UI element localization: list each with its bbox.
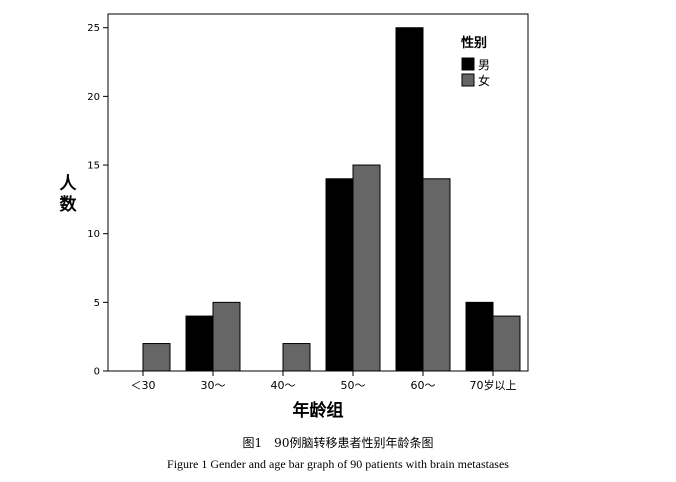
y-axis-label-char: 人 xyxy=(60,174,78,194)
y-tick-label: 10 xyxy=(87,229,100,240)
figure-caption-english: Figure 1 Gender and age bar graph of 90 … xyxy=(167,457,509,471)
x-tick-label: 70岁以上 xyxy=(470,378,517,392)
bar-female xyxy=(142,343,171,372)
bar-male xyxy=(325,178,354,372)
bar-female xyxy=(212,301,241,372)
y-axis: 0 5 10 15 20 25 xyxy=(87,23,108,378)
bar-female xyxy=(492,315,521,372)
legend-swatch xyxy=(461,73,475,87)
y-tick-label: 0 xyxy=(94,367,100,378)
bar-male xyxy=(395,27,424,372)
bar-male xyxy=(185,315,214,372)
bars xyxy=(142,27,521,372)
y-tick-label: 5 xyxy=(94,298,100,309)
legend: 性别 男女 xyxy=(461,35,490,88)
x-tick-label: 50～ xyxy=(341,379,366,392)
x-axis: ＜30 30～ 40～ 50～ 60～ 70岁以上 xyxy=(131,371,517,392)
figure-caption-chinese: 图1 90例脑转移患者性别年龄条图 xyxy=(242,436,434,450)
legend-swatch xyxy=(461,57,475,71)
x-tick-label: 30～ xyxy=(201,379,226,392)
x-tick-label: ＜30 xyxy=(131,379,156,392)
y-axis-label: 人数 xyxy=(60,174,78,215)
legend-label: 女 xyxy=(478,73,490,88)
plot-frame xyxy=(107,13,529,372)
x-axis-label: 年龄组 xyxy=(293,400,344,421)
y-tick-label: 15 xyxy=(87,161,100,172)
legend-title: 性别 xyxy=(461,35,487,51)
y-tick-label: 25 xyxy=(87,23,100,34)
legend-label: 男 xyxy=(478,58,490,72)
bar-female xyxy=(282,343,311,372)
y-axis-label-char: 数 xyxy=(60,194,78,215)
bar-female xyxy=(422,178,451,372)
y-tick-label: 20 xyxy=(87,92,100,103)
bar-female xyxy=(352,164,381,372)
x-tick-label: 60～ xyxy=(411,379,436,392)
legend-items: 男女 xyxy=(461,57,490,88)
bar-chart: 0 5 10 15 20 25 ＜30 30～ 40～ 50～ 60～ 70岁以上 人数 年龄组 性… xyxy=(60,13,529,421)
x-tick-label: 40～ xyxy=(271,379,296,392)
bar-male xyxy=(465,301,494,372)
